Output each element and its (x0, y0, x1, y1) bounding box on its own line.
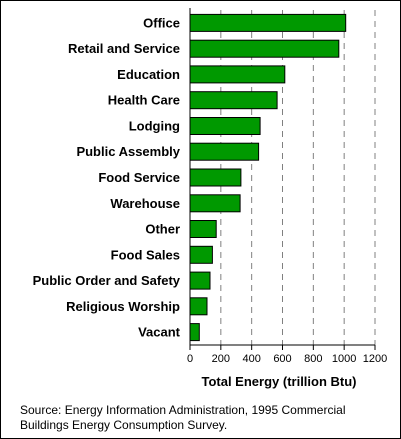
bar (189, 142, 260, 161)
category-label: Vacant (138, 325, 181, 340)
x-axis-label: Total Energy (trillion Btu) (201, 374, 356, 389)
x-tick-label: 200 (212, 353, 230, 365)
category-label: Health Care (108, 93, 180, 108)
category-labels: Office Retail and Service Education Health … (33, 15, 181, 339)
category-label: Lodging (129, 119, 180, 134)
bars (189, 13, 347, 342)
category-label: Food Sales (111, 247, 180, 262)
bar (189, 39, 340, 58)
grid-lines (220, 10, 376, 345)
bar (189, 117, 261, 135)
category-label: Public Order and Safety (33, 273, 181, 288)
category-label: Public Assembly (76, 144, 180, 159)
bar (189, 245, 213, 264)
category-label: Education (117, 67, 180, 82)
x-tick-label: 1200 (363, 353, 387, 365)
bar (189, 168, 242, 187)
category-label: Religious Worship (66, 299, 180, 314)
x-tick-label: 800 (304, 353, 322, 365)
bar (189, 220, 217, 238)
x-axis: 0 200 400 600 800 1000 1200 (187, 8, 387, 365)
bar (189, 271, 211, 290)
category-label: Office (143, 15, 180, 30)
category-label: Retail and Service (68, 41, 180, 56)
x-tick-label: 0 (187, 353, 193, 365)
x-tick-label: 600 (273, 353, 291, 365)
x-tick-label: 400 (242, 353, 260, 365)
bar (189, 91, 278, 110)
bar (189, 194, 241, 213)
category-label: Warehouse (110, 196, 180, 211)
bar (189, 13, 347, 32)
x-tick-label: 1000 (332, 353, 356, 365)
category-label: Food Service (98, 170, 180, 185)
bar (189, 65, 286, 84)
category-label: Other (145, 222, 180, 237)
bar (189, 323, 200, 342)
source-note: Source: Energy Information Administratio… (20, 403, 346, 432)
bar (189, 297, 208, 316)
